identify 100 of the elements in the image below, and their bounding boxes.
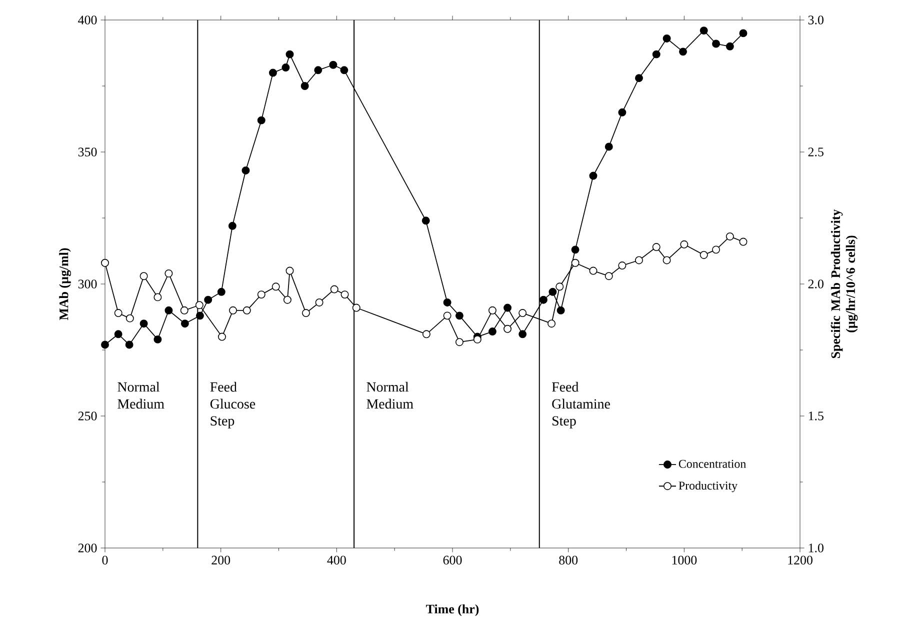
point xyxy=(164,306,173,314)
point xyxy=(286,50,294,58)
point xyxy=(556,282,564,291)
y2-axis-title: Specific MAb Productivity (µg/hr/10^6 cells) xyxy=(830,209,858,358)
point xyxy=(422,330,430,338)
legend-label: Concentration xyxy=(678,460,746,468)
y2-tick-label: 2.0 xyxy=(808,280,824,288)
point xyxy=(662,34,671,42)
point xyxy=(635,74,643,82)
point xyxy=(140,272,148,280)
annotation: Normal Medium xyxy=(118,382,164,409)
point xyxy=(340,290,349,299)
x-tick-label: 400 xyxy=(327,556,346,565)
point xyxy=(739,238,748,246)
point xyxy=(114,309,122,318)
point xyxy=(618,262,626,270)
point xyxy=(242,166,250,174)
point xyxy=(443,312,452,320)
x-tick-label: 600 xyxy=(443,556,462,565)
point xyxy=(618,108,626,116)
point xyxy=(455,312,464,320)
y-tick-label: 400 xyxy=(78,16,97,24)
point xyxy=(114,330,122,338)
point xyxy=(604,142,613,151)
point xyxy=(315,298,324,306)
point xyxy=(218,332,226,341)
point xyxy=(589,266,598,275)
point xyxy=(314,66,322,74)
point xyxy=(352,304,360,312)
point xyxy=(679,48,687,56)
point xyxy=(504,324,512,333)
point xyxy=(571,246,580,254)
point xyxy=(443,298,452,306)
point xyxy=(652,243,660,252)
point xyxy=(282,64,290,72)
point xyxy=(488,306,496,314)
legend-label: Productivity xyxy=(678,481,738,492)
point xyxy=(712,40,720,48)
point xyxy=(652,50,660,58)
annotation: Feed Glutamine Step xyxy=(552,382,610,428)
point xyxy=(228,222,236,230)
y2-tick-label: 3.0 xyxy=(808,16,824,24)
point xyxy=(700,250,708,259)
x-tick-label: 1000 xyxy=(672,556,697,565)
point xyxy=(712,246,720,254)
point xyxy=(726,232,734,240)
point xyxy=(556,306,565,314)
y-axis-title: MAb (µg/ml) xyxy=(59,248,71,320)
y-tick-label: 300 xyxy=(78,280,97,288)
point xyxy=(635,256,643,264)
point xyxy=(286,266,294,275)
point xyxy=(101,258,109,267)
x-tick-label: 1200 xyxy=(788,556,812,565)
point xyxy=(488,328,496,336)
point xyxy=(330,285,338,294)
point xyxy=(589,172,598,180)
point xyxy=(739,29,748,38)
point xyxy=(154,293,162,302)
x-tick-label: 800 xyxy=(559,556,578,565)
point xyxy=(257,116,266,124)
point xyxy=(300,82,309,90)
y-tick-label: 350 xyxy=(78,148,97,156)
point xyxy=(329,60,338,69)
point xyxy=(283,296,292,304)
annotation: Feed Glucose Step xyxy=(210,382,256,428)
point xyxy=(726,42,734,50)
point xyxy=(504,304,512,312)
point xyxy=(700,26,708,35)
point xyxy=(302,309,310,318)
point xyxy=(125,340,134,349)
point xyxy=(272,282,280,291)
x-axis-title: Time (hr) xyxy=(426,604,479,616)
point xyxy=(548,288,557,296)
point xyxy=(518,330,527,338)
point xyxy=(242,306,251,314)
y-tick-label: 200 xyxy=(78,544,97,552)
point xyxy=(571,258,580,267)
point xyxy=(196,312,204,320)
point xyxy=(140,320,148,328)
point xyxy=(217,288,226,296)
point xyxy=(473,335,482,344)
point xyxy=(548,320,556,328)
point xyxy=(204,296,212,304)
point xyxy=(455,338,464,346)
y2-tick-label: 1.0 xyxy=(808,544,824,552)
point xyxy=(340,66,348,74)
point xyxy=(422,216,430,225)
x-tick-label: 0 xyxy=(102,556,108,565)
point xyxy=(101,340,109,349)
point xyxy=(126,314,134,322)
point xyxy=(229,306,237,314)
point xyxy=(195,301,204,310)
point xyxy=(257,290,266,299)
point xyxy=(180,320,189,328)
y2-tick-label: 2.5 xyxy=(808,148,824,156)
point xyxy=(268,68,277,77)
point xyxy=(539,296,548,304)
x-tick-label: 200 xyxy=(212,556,230,565)
point xyxy=(518,309,527,318)
y2-tick-label: 1.5 xyxy=(808,412,824,420)
